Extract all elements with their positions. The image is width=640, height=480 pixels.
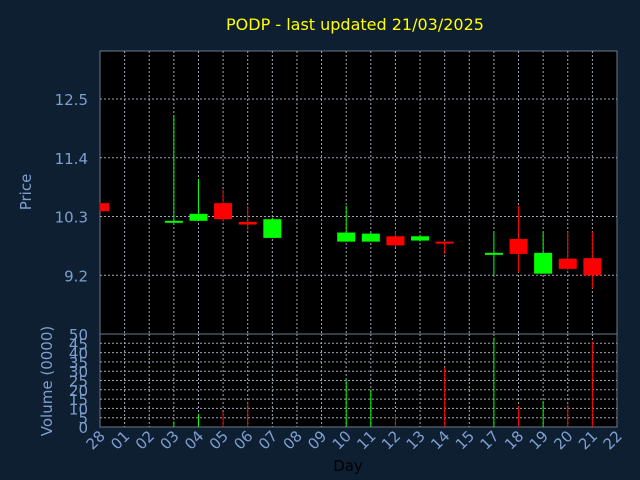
x-tick-label: 11 — [353, 427, 379, 453]
x-tick-label: 20 — [550, 427, 576, 453]
price-tick-label: 11.4 — [55, 150, 88, 168]
candle-body — [164, 220, 183, 223]
x-tick-label: 04 — [181, 427, 207, 453]
candle-body — [509, 238, 528, 254]
x-tick-label: 09 — [304, 427, 330, 453]
x-tick-label: 14 — [427, 427, 453, 453]
volume-tick-label: 50 — [69, 326, 88, 344]
volume-tick-label: 30 — [69, 363, 88, 381]
x-tick-label: 07 — [255, 427, 281, 453]
x-tick-label: 18 — [501, 427, 527, 453]
x-tick-label: 21 — [575, 427, 601, 453]
volume-tick-label: 10 — [69, 400, 88, 418]
price-tick-label: 9.2 — [64, 267, 88, 285]
candle-body — [214, 203, 233, 220]
price-panel — [99, 50, 618, 335]
chart-title: PODP - last updated 21/03/2025 — [226, 15, 484, 34]
candle-body — [411, 236, 430, 241]
volume-tick-label: 45 — [69, 335, 88, 353]
candle-body — [361, 233, 380, 242]
x-tick-label: 17 — [477, 427, 503, 453]
candle-body — [484, 252, 503, 255]
price-axis-label: Price — [17, 174, 35, 211]
candle-body — [583, 258, 602, 276]
price-tick-label: 12.5 — [55, 91, 88, 109]
volume-tick-label: 15 — [69, 391, 88, 409]
x-axis-label: Day — [333, 457, 363, 475]
price-tick-labels: 12.5 11.4 10.3 9.2 — [55, 91, 88, 285]
candle-body — [534, 252, 553, 274]
x-tick-label: 02 — [132, 427, 158, 453]
price-tick-label: 10.3 — [55, 209, 88, 227]
candle-body — [435, 241, 454, 244]
candle-body — [100, 203, 109, 212]
candle-body — [337, 232, 356, 242]
x-tick-label: 13 — [403, 427, 429, 453]
x-tick-label: 05 — [206, 427, 232, 453]
candle-body — [386, 236, 405, 246]
candles — [99, 115, 602, 289]
x-tick-label: 22 — [600, 427, 626, 453]
volume-tick-label: 35 — [69, 354, 88, 372]
volume-tick-label: 5 — [78, 410, 88, 428]
x-tick-label: 01 — [107, 427, 133, 453]
volume-axis-label: Volume (0000) — [38, 326, 56, 436]
x-tick-label: 08 — [280, 427, 306, 453]
x-tick-label: 06 — [230, 427, 256, 453]
candle-body — [238, 221, 257, 225]
x-tick-labels: 2801020304050607080910111213141517181920… — [83, 427, 626, 453]
x-tick-label: 10 — [329, 427, 355, 453]
x-tick-label: 03 — [156, 427, 182, 453]
volume-tick-label: 20 — [69, 382, 88, 400]
x-tick-label: 19 — [526, 427, 552, 453]
volume-tick-label: 40 — [69, 345, 88, 363]
candle-body — [189, 213, 208, 221]
volume-bars — [173, 337, 593, 427]
candle-body — [558, 258, 577, 269]
x-tick-label: 15 — [452, 427, 478, 453]
volume-tick-label: 0 — [78, 419, 88, 437]
candle-body — [263, 219, 282, 238]
x-tick-label: 12 — [378, 427, 404, 453]
volume-tick-label: 25 — [69, 373, 88, 391]
volume-panel — [99, 333, 618, 428]
